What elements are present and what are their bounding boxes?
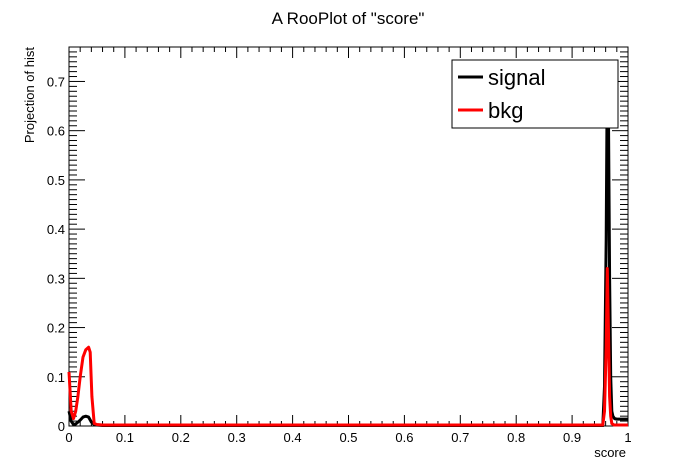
y-tick-label: 0.1	[47, 370, 65, 385]
legend-label-bkg: bkg	[488, 98, 523, 123]
y-tick-label: 0.4	[47, 222, 65, 237]
chart-title: A RooPlot of "score"	[272, 9, 425, 28]
x-tick-label: 0.3	[228, 430, 246, 445]
y-tick-label: 0.6	[47, 124, 65, 139]
x-tick-label: 1	[624, 430, 631, 445]
legend: signal bkg	[451, 59, 619, 129]
x-tick-label: 0.2	[172, 430, 190, 445]
x-tick-label: 0.7	[451, 430, 469, 445]
legend-box	[451, 59, 619, 129]
y-tick-label: 0.3	[47, 271, 65, 286]
x-axis: 0 0.1 0.2 0.3 0.4 0.5 0.6 0.7 0.8 0.9 1	[65, 47, 632, 445]
x-tick-label: 0.6	[395, 430, 413, 445]
y-tick-label: 0.7	[47, 74, 65, 89]
x-tick-label: 0.8	[507, 430, 525, 445]
y-axis-title: Projection of hist	[22, 47, 37, 143]
legend-label-signal: signal	[488, 65, 545, 90]
series-layer	[67, 65, 628, 427]
x-tick-label: 0	[65, 430, 72, 445]
y-tick-label: 0	[58, 419, 65, 434]
x-tick-label: 0.5	[339, 430, 357, 445]
x-axis-title: score	[594, 445, 626, 460]
x-tick-label: 0.1	[116, 430, 134, 445]
y-tick-label: 0.5	[47, 173, 65, 188]
x-tick-label: 0.9	[563, 430, 581, 445]
x-tick-label: 0.4	[284, 430, 302, 445]
y-tick-label: 0.2	[47, 321, 65, 336]
series-line-bkg	[67, 267, 628, 427]
